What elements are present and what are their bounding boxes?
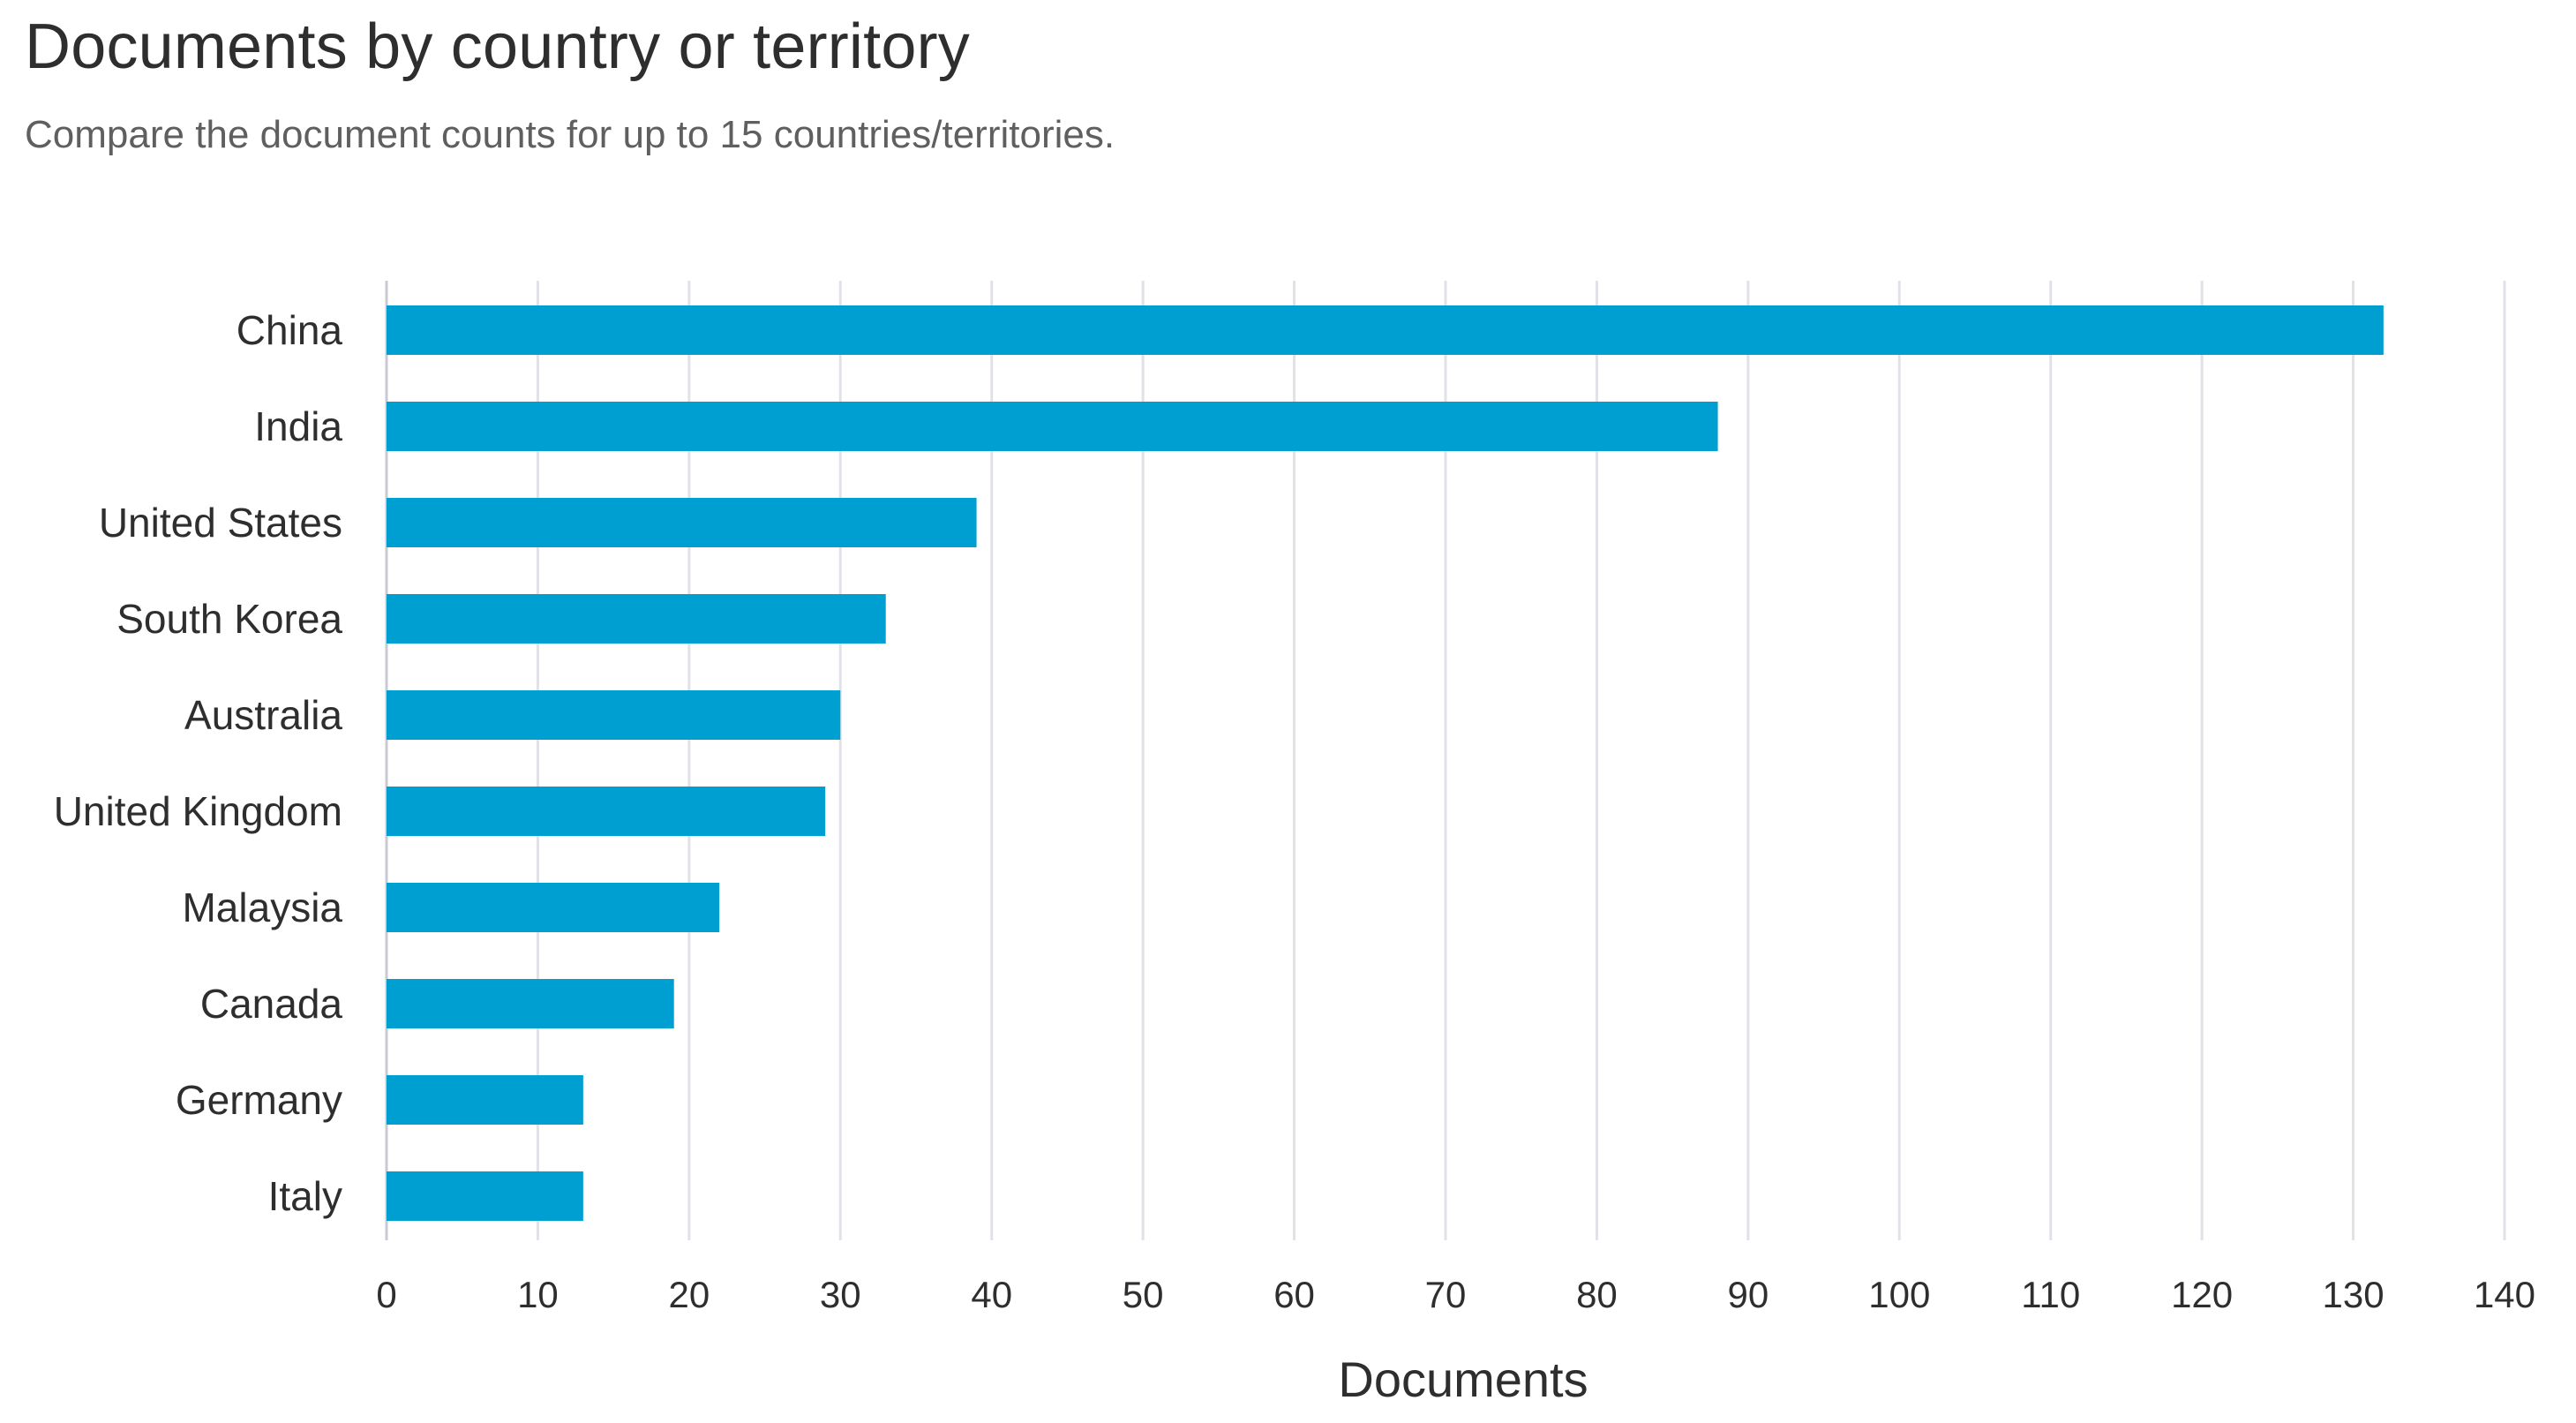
x-tick-label: 50 xyxy=(1123,1274,1164,1315)
x-tick-label: 30 xyxy=(820,1274,861,1315)
x-tick-label: 70 xyxy=(1425,1274,1467,1315)
category-label: South Korea xyxy=(116,596,342,642)
x-tick-label: 60 xyxy=(1273,1274,1315,1315)
category-label: Canada xyxy=(200,981,343,1027)
x-tick-label: 0 xyxy=(376,1274,396,1315)
category-label: United States xyxy=(99,500,342,546)
x-axis-title: Documents xyxy=(1338,1351,1588,1407)
bar-united-states[interactable] xyxy=(387,498,977,547)
x-tick-label: 100 xyxy=(1868,1274,1930,1315)
category-label: Malaysia xyxy=(182,885,342,930)
bar-malaysia[interactable] xyxy=(387,883,720,932)
x-tick-label: 90 xyxy=(1727,1274,1769,1315)
bar-australia[interactable] xyxy=(387,690,841,740)
x-tick-label: 110 xyxy=(2021,1274,2080,1315)
category-label: Australia xyxy=(184,692,342,738)
x-tick-label: 40 xyxy=(971,1274,1012,1315)
bar-united-kingdom[interactable] xyxy=(387,787,826,836)
category-label: China xyxy=(237,307,343,353)
x-tick-label: 10 xyxy=(517,1274,559,1315)
page-subtitle: Compare the document counts for up to 15… xyxy=(25,113,1115,156)
x-tick-label: 130 xyxy=(2323,1274,2384,1315)
bar-italy[interactable] xyxy=(387,1171,583,1221)
bar-canada[interactable] xyxy=(387,979,674,1028)
category-label: India xyxy=(254,403,342,449)
page-title: Documents by country or territory xyxy=(25,11,970,82)
category-label: Italy xyxy=(268,1173,342,1219)
x-tick-label: 80 xyxy=(1576,1274,1618,1315)
bar-china[interactable] xyxy=(387,305,2384,355)
x-tick-label: 140 xyxy=(2474,1274,2535,1315)
x-tick-label: 20 xyxy=(668,1274,710,1315)
category-label: United Kingdom xyxy=(54,788,342,834)
x-tick-labels: 0 10 20 30 40 50 60 70 80 90 100 110 120 130 140 xyxy=(376,1274,2535,1315)
category-label: Germany xyxy=(176,1077,342,1123)
bars xyxy=(387,305,2384,1221)
bar-germany[interactable] xyxy=(387,1075,583,1125)
bar-south-korea[interactable] xyxy=(387,594,886,644)
bar-india[interactable] xyxy=(387,402,1718,451)
category-labels: China India United States South Korea Austra… xyxy=(54,307,343,1219)
x-tick-label: 120 xyxy=(2171,1274,2233,1315)
